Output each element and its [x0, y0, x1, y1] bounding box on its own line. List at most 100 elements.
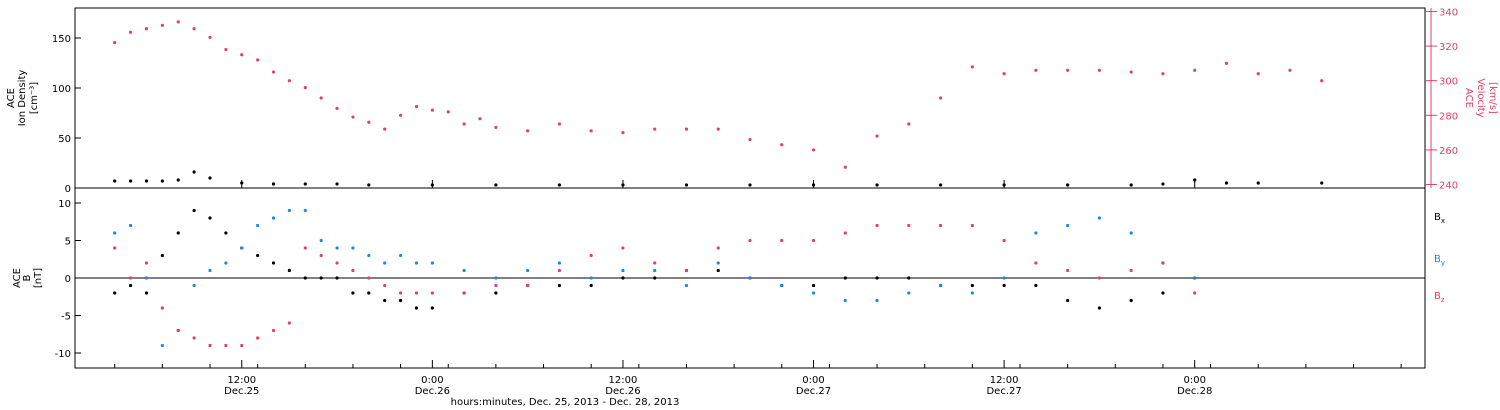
data-point-by [335, 246, 339, 250]
top-left-axis: 0 50 100 150 [52, 34, 81, 195]
data-point-velocity [589, 129, 593, 133]
data-point-velocity [462, 122, 466, 126]
data-point-velocity [1129, 70, 1133, 74]
data-point-bz [684, 268, 689, 273]
data-point-by [224, 261, 228, 265]
top-right-tick-label: 300 [1439, 77, 1458, 88]
data-point-bz [367, 276, 371, 280]
data-point-velocity [256, 58, 260, 62]
top-right-tick-label: 280 [1439, 111, 1458, 122]
top-left-tick-label: 150 [52, 34, 71, 45]
data-point-bz [256, 336, 260, 340]
data-point-bx [192, 208, 196, 213]
x-tick-label: 0:00 [802, 375, 824, 386]
data-point-velocity [287, 79, 292, 83]
data-point-bz [398, 291, 403, 295]
data-point-velocity [176, 20, 180, 24]
data-point-bz [621, 246, 625, 250]
x-tick-sublabel: Dec.25 [224, 386, 259, 397]
data-point-bz [1034, 261, 1038, 265]
data-point-by [240, 246, 244, 250]
legend-bx: Bx [1434, 212, 1445, 225]
x-tick-sublabel: Dec.26 [415, 386, 450, 397]
data-point-by [970, 291, 974, 295]
data-point-velocity [684, 127, 689, 131]
data-point-bz [208, 343, 212, 348]
data-point-by [843, 298, 847, 303]
data-point-bz [526, 283, 530, 288]
legend-label-sub: x [1441, 217, 1445, 225]
data-point-velocity [780, 143, 784, 147]
data-point-bz [430, 291, 434, 295]
data-point-bz [938, 223, 943, 228]
top-left-ylabel-line2: Ion Density [17, 70, 28, 127]
top-left-tick-label: 0 [65, 184, 71, 195]
top-right-axis: 240 260 280 300 320 340 [1425, 7, 1458, 192]
data-point-by [748, 276, 752, 280]
data-point-bx [589, 283, 593, 288]
data-point-bz [1193, 291, 1197, 295]
data-point-density [335, 182, 339, 186]
legend-label-main: B [1434, 291, 1441, 302]
data-point-velocity [414, 105, 419, 109]
data-point-density [208, 176, 212, 180]
top-left-tick-label: 100 [52, 84, 71, 95]
top-panel-frame [74, 7, 1426, 189]
data-point-bx [494, 291, 498, 295]
data-point-bz [414, 291, 419, 295]
data-point-bx [557, 283, 562, 288]
data-point-by [271, 216, 276, 220]
data-point-velocity [208, 35, 212, 40]
top-panel: 0 50 100 150 240 260 280 300 320 340 ACE Ion Den… [6, 7, 1498, 195]
data-point-velocity [224, 47, 228, 52]
data-point-velocity [383, 127, 387, 131]
data-point-velocity [1193, 68, 1197, 72]
data-point-bz [811, 238, 816, 243]
data-point-bx [907, 276, 911, 280]
data-point-by [684, 283, 689, 288]
bottom-left-tick-label: -10 [55, 349, 71, 360]
data-point-bx [160, 253, 164, 258]
data-point-by [208, 268, 212, 273]
data-point-bz [875, 223, 879, 228]
bottom-left-tick-label: -5 [61, 312, 71, 323]
data-point-bx [716, 268, 720, 273]
data-point-bx [383, 298, 387, 303]
data-point-velocity [478, 117, 482, 121]
data-point-velocity [716, 127, 720, 131]
data-point-bz [907, 223, 911, 228]
data-point-velocity [1288, 68, 1292, 72]
data-point-by [716, 261, 720, 265]
data-point-by [303, 208, 307, 213]
data-point-velocity [128, 30, 133, 34]
data-point-density [938, 183, 943, 187]
data-point-bz [383, 283, 387, 288]
data-point-bx [113, 291, 117, 295]
data-point-density [271, 182, 276, 186]
data-point-by [557, 261, 562, 265]
data-point-velocity [938, 96, 943, 100]
data-point-velocity [875, 134, 879, 138]
bottom-panel-data [113, 208, 1197, 348]
x-axis-label: hours:minutes, Dec. 25, 2013 - Dec. 28, … [451, 397, 680, 408]
data-point-density [1256, 181, 1260, 185]
data-point-bx [398, 298, 403, 303]
legend-by: By [1434, 254, 1445, 267]
data-point-velocity [271, 70, 276, 74]
top-right-ylabel-line3: [km/s] [1487, 82, 1498, 114]
data-point-bz [351, 268, 355, 273]
x-axis: 12:00Dec.250:00Dec.2612:00Dec.260:00Dec.… [114, 180, 1402, 397]
data-point-bz [589, 253, 593, 258]
data-point-by [160, 343, 164, 348]
data-point-velocity [303, 86, 307, 90]
data-point-velocity [907, 122, 911, 126]
top-left-ylabel-line1: ACE [6, 88, 17, 108]
data-point-by [367, 253, 371, 258]
data-point-density [113, 179, 117, 183]
data-point-bx [351, 291, 355, 295]
data-point-bz [1066, 268, 1070, 273]
bottom-ylabel-line2: B [22, 274, 33, 281]
data-point-by [780, 283, 784, 288]
